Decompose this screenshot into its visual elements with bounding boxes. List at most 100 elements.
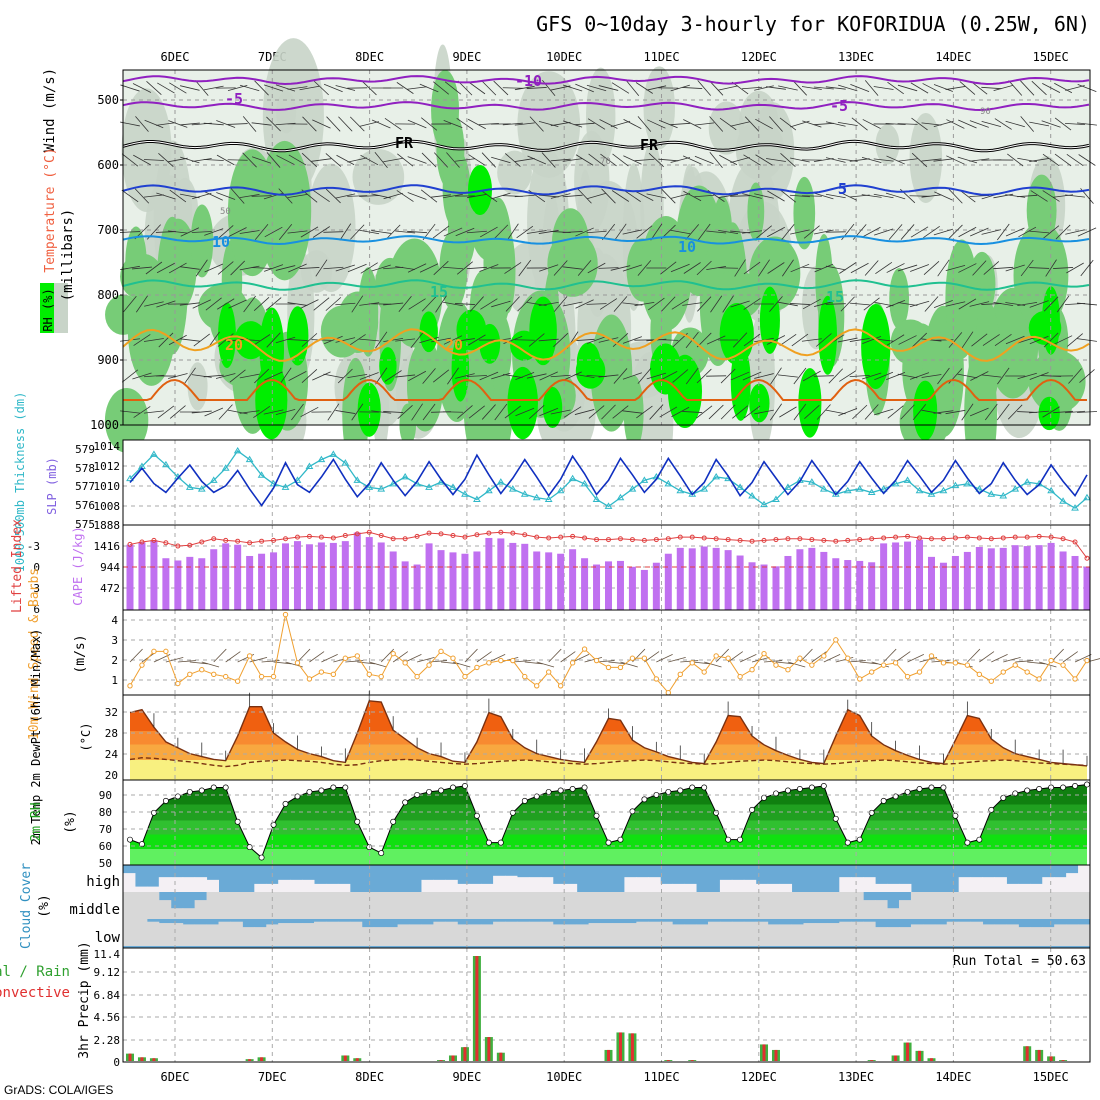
rh-mid-blob — [747, 182, 765, 241]
thickness-point — [126, 474, 134, 482]
wind-barb — [921, 338, 942, 342]
wind-barb — [1078, 154, 1096, 166]
axis-title: (%) — [37, 894, 52, 917]
wind-barb — [527, 155, 547, 165]
wind-barb — [469, 296, 484, 312]
wind-barb — [1077, 84, 1097, 92]
wind-speed-point — [151, 648, 157, 655]
cape-bar — [664, 553, 672, 610]
wind-barb — [636, 225, 653, 239]
wind-barb — [635, 191, 654, 201]
cloud-cell — [791, 924, 804, 946]
wind-barb — [958, 298, 977, 310]
wind-barb — [577, 188, 592, 204]
cloud-cell — [1042, 927, 1055, 946]
lifted-index-point — [725, 537, 731, 543]
wind-barb — [1042, 190, 1060, 202]
wind-barb — [526, 230, 547, 234]
wind-barb — [204, 191, 223, 201]
wind-speed-point — [1084, 657, 1090, 664]
wind-barb — [683, 262, 701, 274]
cloud-cell — [493, 921, 506, 946]
wind-barb — [983, 261, 1000, 275]
lifted-index-point — [821, 537, 827, 543]
cape-bar — [700, 546, 708, 610]
wind-barb — [1005, 227, 1025, 237]
cloud-cell — [528, 921, 542, 946]
cloud-cell — [349, 921, 363, 946]
wind-barb — [612, 332, 629, 348]
cloud-cell — [851, 892, 864, 919]
wind-barb — [644, 651, 660, 663]
wind-barb — [205, 297, 222, 311]
cloud-cell — [349, 892, 363, 919]
wind-barb — [670, 229, 691, 235]
wind-barb — [838, 407, 858, 417]
cloud-cell — [636, 921, 649, 946]
wind-barb — [802, 370, 821, 382]
thickness-point — [473, 495, 481, 502]
cape-bar — [1047, 542, 1055, 610]
wind-barb — [859, 661, 878, 665]
cloud-cell — [1018, 927, 1031, 946]
wind-barb — [658, 119, 678, 129]
date-label-top: 12DEC — [741, 50, 777, 64]
cape-bar — [401, 561, 409, 610]
wind-barb — [493, 80, 509, 96]
rh-mid-blob — [358, 267, 379, 357]
wind-barb — [909, 195, 930, 197]
wind-barb — [730, 300, 750, 308]
wind-barb — [756, 225, 773, 239]
axis-title: 2m Temp 2m DewPt (6hr Min/Max) — [29, 629, 43, 846]
date-label-bottom: 14DEC — [935, 1070, 971, 1084]
wind-barb — [156, 192, 176, 200]
wind-barb — [311, 158, 332, 162]
cloud-cell — [779, 892, 793, 919]
wind-barb — [432, 225, 450, 239]
wind-barb — [828, 368, 843, 384]
lifted-index-point — [893, 534, 899, 540]
rh-mid-blob — [320, 305, 364, 358]
cloud-cell — [302, 923, 315, 946]
rh-dark-blob — [542, 386, 563, 429]
wind-speed-point — [605, 664, 612, 671]
wind-barb — [158, 153, 174, 167]
lifted-index-point — [665, 536, 671, 542]
wind-barb — [228, 227, 247, 237]
date-label-bottom: 6DEC — [161, 1070, 190, 1084]
wind-barb — [888, 224, 903, 240]
wind-speed-point — [426, 662, 432, 668]
wind-barb — [945, 264, 966, 272]
cloud-cell — [839, 921, 852, 946]
wind-barb — [179, 338, 200, 342]
wind-speed-point — [211, 671, 217, 678]
axis-title: SLP (mb) — [45, 457, 59, 515]
wind-barb — [216, 298, 235, 310]
wind-barb — [586, 192, 607, 200]
rh-point — [737, 836, 744, 843]
rh-dark-blob — [759, 286, 780, 354]
cloud-cell — [755, 892, 769, 919]
cloud-cell — [457, 924, 470, 946]
contour-label: 15 — [430, 283, 448, 301]
wind-barb — [610, 120, 631, 128]
wind-barb — [996, 403, 1010, 421]
rh-contour-label: 70 — [600, 157, 611, 167]
wind-barb — [1077, 227, 1097, 237]
wind-barb — [169, 405, 186, 419]
wind-barb — [156, 262, 175, 274]
wind-barb — [671, 298, 689, 310]
thickness-point — [580, 479, 589, 487]
rh-point — [294, 793, 301, 800]
precip-convective-bar — [439, 1060, 443, 1061]
cloud-cell — [672, 924, 685, 946]
cloud-cell — [290, 879, 303, 892]
y-tick-label: 11.4 — [94, 948, 121, 961]
lifted-index-point — [1000, 535, 1006, 541]
wind-barb — [574, 409, 595, 415]
wind-barb — [213, 648, 227, 663]
wind-barb — [443, 227, 463, 237]
y-tick-label: 32 — [105, 706, 118, 719]
rh-point — [1060, 784, 1067, 791]
wind-barb — [849, 338, 870, 342]
